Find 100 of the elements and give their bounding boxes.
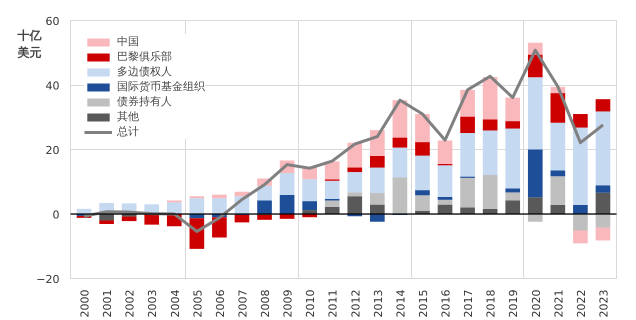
bar (596, 185, 610, 193)
bar (573, 230, 588, 244)
bar (438, 204, 452, 214)
bar (324, 200, 340, 207)
legend-label: 中国 (117, 34, 139, 49)
x-tick-label: 2016 (440, 289, 453, 318)
x-tick-label: 2010 (304, 289, 318, 318)
bar (347, 172, 362, 192)
bar (190, 198, 204, 214)
x-tick-label: 2015 (416, 289, 430, 318)
bar (573, 114, 588, 128)
x-tick-label: 2021 (552, 289, 566, 318)
bar (415, 195, 430, 211)
bar (438, 200, 452, 205)
bar (257, 214, 272, 220)
bar (280, 194, 294, 214)
y-tick-label: 0 (52, 208, 60, 222)
bar (550, 176, 566, 205)
x-tick-label: 2008 (259, 289, 272, 318)
bar (99, 220, 114, 224)
x-tick-label: 2006 (214, 289, 227, 318)
bar (122, 216, 136, 222)
bar (460, 178, 475, 208)
bar (596, 214, 610, 228)
bar (234, 214, 250, 222)
bar (596, 228, 610, 240)
x-tick-label: 2002 (124, 289, 137, 318)
x-tick-label: 2013 (372, 289, 385, 318)
bar (482, 174, 498, 209)
bar (460, 208, 475, 214)
bar (212, 194, 227, 198)
bar (550, 122, 566, 170)
bar (392, 178, 408, 214)
bar (573, 214, 588, 230)
bar (573, 204, 588, 214)
bar (460, 133, 475, 177)
x-tick-label: 2020 (530, 289, 543, 318)
y-axis-title: 十亿美元 (16, 28, 42, 60)
bar (347, 196, 362, 214)
bar (528, 77, 543, 150)
bar (482, 76, 498, 120)
bar (324, 206, 340, 214)
bar (347, 168, 362, 172)
bar (550, 170, 566, 176)
x-tick-label: 2011 (326, 289, 340, 318)
bar (528, 150, 543, 198)
x-tick-label: 2009 (282, 289, 295, 318)
bar (212, 198, 227, 214)
x-tick-label: 2019 (507, 289, 520, 318)
bar (370, 168, 385, 194)
legend-label: 总计 (117, 124, 139, 139)
x-tick-label: 2017 (462, 289, 476, 318)
bar (347, 192, 362, 196)
bar (528, 197, 543, 214)
bar (257, 186, 272, 200)
bar (596, 111, 610, 186)
bar (324, 180, 340, 199)
bar (302, 179, 317, 202)
bar (573, 128, 588, 205)
bar (596, 99, 610, 112)
bar (415, 142, 430, 156)
bar (438, 140, 452, 164)
bar (370, 156, 385, 168)
bar (482, 130, 498, 175)
bar (505, 188, 520, 192)
bar (505, 192, 520, 200)
bar (415, 114, 430, 142)
bar (415, 156, 430, 190)
bar (302, 201, 317, 210)
bar (550, 204, 566, 214)
legend-label: 国际货币基金组织 (117, 79, 205, 94)
x-tick-label: 2012 (349, 289, 362, 318)
bar (392, 148, 408, 178)
legend-label: 多边债权人 (117, 64, 172, 79)
bar (550, 93, 566, 123)
bar (257, 200, 272, 214)
x-tick-label: 2000 (78, 289, 92, 318)
x-tick-label: 2022 (574, 289, 588, 318)
y-tick-label: 60 (46, 15, 60, 28)
bar (324, 161, 340, 180)
bar (370, 204, 385, 214)
x-tick-label: 2003 (146, 289, 160, 318)
legend-label: 其他 (117, 109, 139, 124)
x-tick-label: 2007 (236, 289, 250, 318)
bar (370, 193, 385, 205)
bar (505, 200, 520, 214)
bar (438, 196, 452, 200)
x-tick-label: 2004 (168, 289, 182, 318)
x-tick-label: 2018 (484, 289, 498, 318)
y-tick-label: −20 (36, 273, 60, 286)
bar (460, 116, 475, 134)
bar (280, 173, 294, 195)
legend-label: 债券持有人 (117, 94, 172, 109)
bar (99, 214, 114, 220)
x-tick-label: 2014 (394, 289, 408, 318)
legend-label: 巴黎俱乐部 (117, 49, 172, 64)
bar (392, 138, 408, 148)
x-tick-label: 2005 (191, 289, 204, 318)
bar (415, 190, 430, 196)
bar (482, 120, 498, 130)
